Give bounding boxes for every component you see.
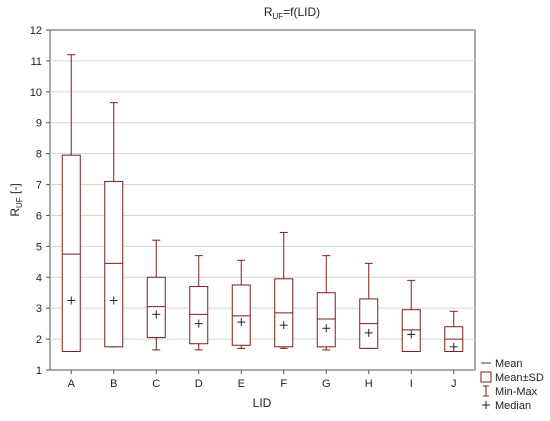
x-tick-label-A: A [68,378,76,390]
x-axis-title: LID [253,396,272,410]
y-tick-label-12: 12 [30,25,42,37]
sd-box-C [146,276,166,339]
x-tick-label-H: H [365,378,373,390]
y-tick-label-9: 9 [36,118,42,130]
legend-label-whisker: Min-Max [495,386,538,398]
chart-title-subscript: UF [272,12,283,21]
y-axis-title-subscript: UF [15,197,24,208]
box-D [189,255,209,351]
legend-item-plus: Median [482,400,531,412]
x-tick-label-I: I [410,378,413,390]
x-axis-ticks: A B C D E F G H I J [68,370,457,390]
y-axis-title-rest: [-] [8,183,22,197]
y-tick-label-5: 5 [36,241,42,253]
box-B [104,102,124,348]
legend: Mean Mean±SD Min-Max Median [480,358,544,412]
sd-box-E [231,284,251,346]
box-C [146,239,166,351]
box-J [444,310,464,352]
y-axis-title-main: R [8,208,22,217]
x-tick-label-J: J [451,378,457,390]
box-I [401,279,421,352]
y-tick-label-10: 10 [30,87,42,99]
legend-label-plus: Median [495,400,531,412]
y-tick-label-8: 8 [36,149,42,161]
sd-box-D [189,286,209,345]
legend-box-icon [480,371,492,383]
box-G [316,255,336,351]
x-tick-label-C: C [152,378,160,390]
sd-box-G [316,292,336,348]
box-series [61,54,464,352]
y-tick-label-4: 4 [36,272,42,284]
x-tick-label-D: D [195,378,203,390]
y-tick-label-11: 11 [31,56,42,68]
chart-title-main: R [264,5,273,19]
x-tick-label-B: B [110,378,117,390]
chart-title-rest: =f(LID) [283,5,320,19]
legend-item-line: Mean [481,358,523,370]
x-tick-label-F: F [280,378,287,390]
x-tick-label-E: E [238,378,245,390]
y-tick-label-1: 1 [36,365,42,377]
box-E [231,259,251,349]
legend-label-box: Mean±SD [495,372,544,384]
x-tick-label-G: G [322,378,331,390]
box-A [61,54,81,352]
legend-item-whisker: Min-Max [483,385,538,398]
plot-area [49,29,476,371]
y-tick-label-7: 7 [36,180,42,192]
legend-label-line: Mean [495,358,523,370]
y-tick-label-3: 3 [36,303,42,315]
y-tick-label-2: 2 [36,334,42,346]
sd-box-A [61,154,81,352]
legend-item-box: Mean±SD [480,371,544,384]
box-F [274,231,294,349]
sd-box-B [104,180,124,348]
box-H [359,262,379,349]
chart-title: RUF=f(LID) [264,5,320,21]
y-tick-label-6: 6 [36,210,42,222]
y-axis-title: RUF [-] [8,183,24,216]
